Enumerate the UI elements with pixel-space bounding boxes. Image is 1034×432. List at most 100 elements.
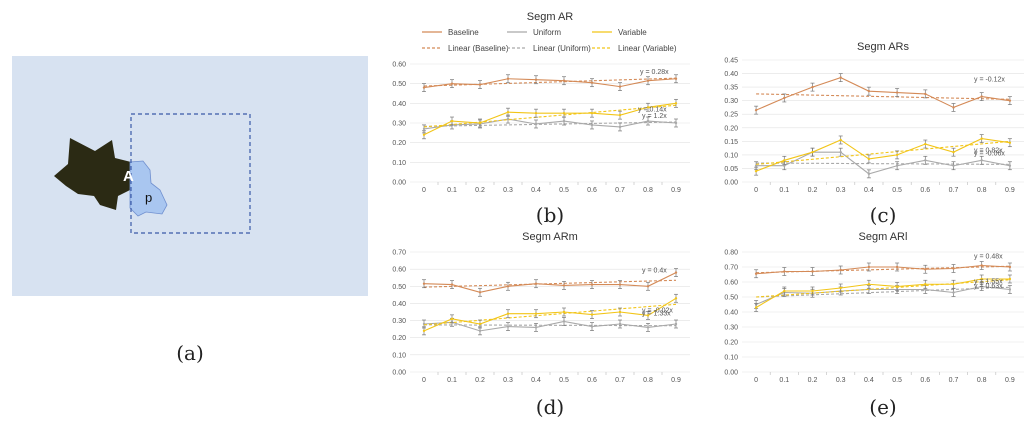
y-tick-label: 0.30 (392, 318, 406, 325)
trend-line-uniform (423, 121, 677, 127)
series-line-variable (755, 138, 1010, 172)
data-point-uniform (646, 326, 650, 329)
y-tick-label: 0.00 (392, 370, 406, 377)
series-line-baseline (755, 77, 1010, 111)
data-point-baseline (839, 76, 842, 79)
data-point-variable (450, 119, 454, 123)
data-point-baseline (478, 83, 482, 86)
data-point-variable (646, 106, 650, 109)
trend-equation-label: y = 0.63x (974, 283, 1003, 290)
data-point-variable (1008, 277, 1012, 281)
data-point-variable (1008, 141, 1012, 144)
x-tick-label: 0 (754, 187, 758, 194)
series-line-baseline (423, 78, 677, 89)
data-point-baseline (506, 285, 510, 288)
data-point-variable (895, 153, 899, 157)
x-tick-label: 0.3 (836, 377, 846, 384)
data-point-baseline (811, 270, 814, 273)
data-point-baseline (754, 108, 758, 112)
data-point-variable (839, 138, 842, 142)
x-tick-label: 0.5 (559, 377, 569, 384)
data-point-uniform (562, 119, 566, 123)
trend-line-baseline (423, 77, 677, 87)
trend-line-variable (756, 140, 1010, 165)
data-point-variable (895, 285, 899, 288)
data-point-baseline (924, 92, 927, 96)
data-point-uniform (783, 164, 786, 167)
legend: Baseline Uniform Variable Linear (Baseli… (422, 28, 677, 53)
chart-title: Segm AR (527, 11, 574, 23)
legend-baseline: Baseline (448, 28, 479, 37)
y-tick-label: 0.10 (392, 352, 406, 359)
label-a: A (123, 168, 134, 185)
y-tick-label: 0.60 (392, 267, 406, 274)
x-tick-label: 0.7 (949, 377, 959, 384)
y-tick-label: 0.20 (724, 340, 738, 347)
data-point-variable (590, 313, 594, 316)
data-point-baseline (562, 284, 566, 287)
series-line-uniform (423, 118, 677, 130)
data-point-baseline (618, 85, 622, 88)
y-tick-label: 0.60 (392, 62, 406, 69)
series-line-baseline (756, 264, 1010, 275)
chart-caption: (b) (536, 203, 564, 227)
y-tick-label: 0.30 (392, 121, 406, 128)
data-point-variable (952, 150, 955, 154)
data-point-variable (618, 310, 622, 314)
data-point-baseline (450, 283, 454, 286)
data-point-variable (506, 110, 510, 114)
x-tick-label: 0 (422, 377, 426, 384)
data-point-baseline (783, 270, 786, 273)
data-point-uniform (590, 123, 594, 127)
y-tick-label: 0.40 (724, 71, 738, 78)
data-point-variable (754, 306, 758, 309)
x-tick-label: 0.2 (475, 187, 485, 194)
data-point-variable (839, 286, 842, 290)
x-tick-label: 0.7 (615, 377, 625, 384)
data-point-baseline (646, 79, 650, 82)
data-point-variable (674, 102, 678, 105)
data-point-baseline (674, 271, 678, 274)
data-point-baseline (867, 265, 871, 269)
data-point-baseline (895, 91, 899, 94)
trend-line-uniform (756, 162, 1010, 165)
data-point-variable (924, 283, 927, 286)
data-point-uniform (754, 164, 758, 167)
data-point-baseline (534, 78, 538, 81)
data-point-baseline (534, 282, 538, 285)
p-region-shape (129, 160, 168, 217)
y-tick-label: 0.35 (724, 85, 738, 92)
data-point-uniform (534, 326, 538, 329)
y-tick-label: 0.40 (392, 301, 406, 308)
x-tick-label: 0.9 (671, 187, 681, 194)
trend-equation-label: y = 1.55x (974, 278, 1003, 285)
data-point-uniform (562, 320, 566, 323)
data-point-variable (867, 157, 871, 161)
caption-a: (a) (176, 341, 204, 365)
data-point-baseline (646, 285, 650, 288)
x-tick-label: 0.4 (531, 187, 541, 194)
data-point-baseline (562, 79, 566, 82)
data-point-variable (811, 289, 814, 293)
data-point-uniform (618, 125, 622, 129)
chart-c: Segm ARs0.000.050.100.150.200.250.300.35… (724, 41, 1024, 227)
trend-equation-label: y = -0.02x (642, 307, 673, 314)
data-point-baseline (952, 267, 955, 270)
trend-line-variable (756, 279, 1010, 298)
series-line-variable (423, 297, 677, 332)
data-point-baseline (590, 81, 594, 84)
trend-equation-label: y = 0.82x (974, 147, 1003, 154)
data-point-uniform (590, 325, 594, 328)
data-point-variable (478, 121, 482, 125)
series-line-uniform (756, 151, 1011, 175)
chart-title: Segm ARs (857, 41, 909, 53)
y-tick-label: 0.60 (724, 280, 738, 287)
legend-linear-variable: Linear (Variable) (618, 44, 677, 53)
x-tick-label: 0.5 (892, 377, 902, 384)
x-tick-label: 0.9 (1005, 377, 1015, 384)
data-point-baseline (783, 96, 786, 100)
data-point-variable (980, 137, 983, 140)
x-tick-label: 0.1 (779, 377, 789, 384)
x-tick-label: 0.8 (977, 187, 987, 194)
y-tick-label: 0.30 (724, 325, 738, 332)
